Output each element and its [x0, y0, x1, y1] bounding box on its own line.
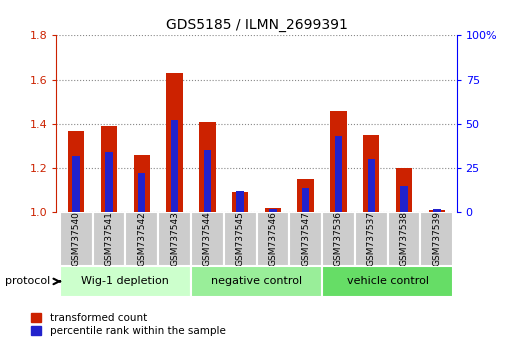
Text: GSM737538: GSM737538: [400, 211, 408, 267]
Bar: [396, 168, 412, 212]
Text: GSM737540: GSM737540: [72, 211, 81, 267]
Bar: [232, 193, 248, 212]
Bar: [72, 156, 80, 212]
Bar: [368, 159, 375, 212]
Bar: [204, 150, 211, 212]
Bar: [133, 155, 150, 212]
Bar: [322, 266, 453, 297]
Bar: [388, 212, 421, 266]
Text: GSM737542: GSM737542: [137, 212, 146, 266]
Text: GSM737536: GSM737536: [334, 211, 343, 267]
Bar: [101, 126, 117, 212]
Bar: [289, 212, 322, 266]
Bar: [265, 208, 281, 212]
Text: protocol: protocol: [5, 276, 50, 286]
Text: GSM737541: GSM737541: [105, 211, 113, 267]
Bar: [224, 212, 256, 266]
Bar: [269, 209, 277, 212]
Text: GSM737547: GSM737547: [301, 211, 310, 267]
Text: GSM737539: GSM737539: [432, 211, 441, 267]
Bar: [158, 212, 191, 266]
Text: GSM737543: GSM737543: [170, 211, 179, 267]
Bar: [421, 212, 453, 266]
Bar: [363, 135, 380, 212]
Bar: [256, 212, 289, 266]
Bar: [401, 186, 408, 212]
Bar: [199, 122, 215, 212]
Bar: [92, 212, 125, 266]
Text: GSM737546: GSM737546: [268, 211, 278, 267]
Text: GSM737537: GSM737537: [367, 211, 376, 267]
Bar: [330, 110, 347, 212]
Bar: [105, 152, 112, 212]
Bar: [236, 191, 244, 212]
Bar: [68, 131, 84, 212]
Bar: [166, 73, 183, 212]
Title: GDS5185 / ILMN_2699391: GDS5185 / ILMN_2699391: [166, 18, 347, 32]
Bar: [191, 212, 224, 266]
Bar: [302, 188, 309, 212]
Text: negative control: negative control: [211, 276, 302, 286]
Legend: transformed count, percentile rank within the sample: transformed count, percentile rank withi…: [31, 313, 226, 336]
Bar: [125, 212, 158, 266]
Bar: [335, 136, 342, 212]
Text: GSM737545: GSM737545: [235, 211, 245, 267]
Bar: [433, 209, 441, 212]
Text: Wig-1 depletion: Wig-1 depletion: [82, 276, 169, 286]
Bar: [298, 179, 314, 212]
Bar: [60, 266, 191, 297]
Bar: [191, 266, 322, 297]
Text: GSM737544: GSM737544: [203, 212, 212, 266]
Bar: [429, 210, 445, 212]
Bar: [322, 212, 355, 266]
Bar: [60, 212, 92, 266]
Bar: [355, 212, 388, 266]
Bar: [138, 173, 145, 212]
Bar: [171, 120, 178, 212]
Text: vehicle control: vehicle control: [347, 276, 429, 286]
